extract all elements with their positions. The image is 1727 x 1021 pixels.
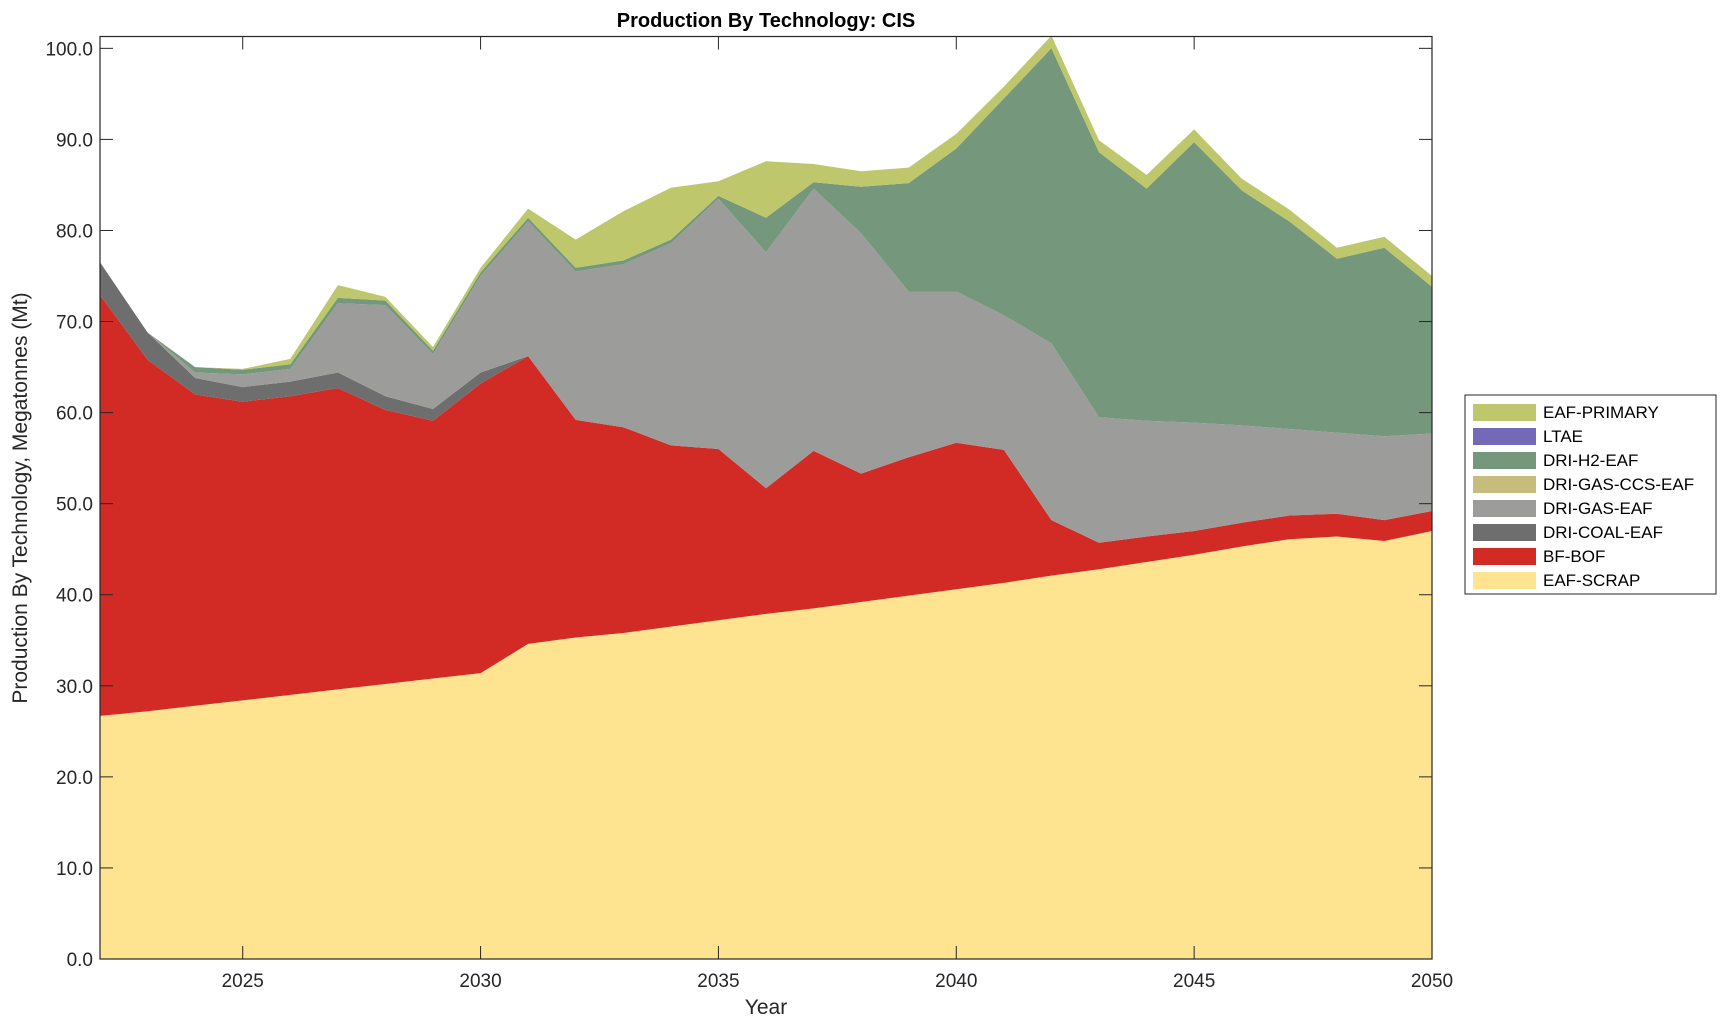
x-tick-label: 2030 <box>459 971 501 992</box>
y-tick-label: 70.0 <box>56 313 93 334</box>
y-tick-label: 100.0 <box>45 39 93 60</box>
legend-swatch <box>1473 404 1536 421</box>
y-tick-label: 90.0 <box>56 130 93 151</box>
area-eaf-primary <box>100 35 1432 370</box>
axis-ticks: 2025 2030 2035 2040 2045 2050 0.0 10.0 20.0 30.0 4… <box>45 36 1453 992</box>
legend-swatch <box>1473 500 1536 517</box>
legend-swatch <box>1473 428 1536 445</box>
legend-swatch <box>1473 476 1536 493</box>
legend-label: LTAE <box>1543 427 1583 446</box>
area-dri-h2-eaf <box>100 48 1432 437</box>
legend-label: DRI-H2-EAF <box>1543 451 1638 470</box>
chart-title: Production By Technology: CIS <box>617 10 916 32</box>
legend-label: EAF-PRIMARY <box>1543 403 1659 422</box>
plot-frame <box>99 35 1433 960</box>
legend-label: DRI-GAS-CCS-EAF <box>1543 475 1694 494</box>
x-tick-label: 2045 <box>1173 971 1215 992</box>
x-tick-label: 2040 <box>935 971 977 992</box>
y-tick-label: 50.0 <box>56 495 93 516</box>
y-tick-label: 30.0 <box>56 677 93 698</box>
y-tick-label: 40.0 <box>56 586 93 607</box>
legend-swatch <box>1473 548 1536 565</box>
x-tick-label: 2025 <box>222 971 264 992</box>
legend: EAF-PRIMARY LTAE DRI-H2-EAF DRI-GAS-CCS-EAF… <box>1464 394 1717 595</box>
legend-label: DRI-COAL-EAF <box>1543 523 1663 542</box>
x-tick-label: 2050 <box>1411 971 1453 992</box>
y-tick-label: 10.0 <box>56 859 93 880</box>
y-tick-label: 20.0 <box>56 768 93 789</box>
area-eaf-scrap <box>100 531 1432 959</box>
x-axis-label: Year <box>745 996 787 1019</box>
area-dri-gas-eaf <box>100 188 1432 543</box>
y-tick-label: 80.0 <box>56 221 93 242</box>
y-tick-label: 0.0 <box>67 950 93 971</box>
legend-label: BF-BOF <box>1543 547 1605 566</box>
legend-label: DRI-GAS-EAF <box>1543 499 1653 518</box>
area-series-group <box>100 35 1432 959</box>
legend-swatch <box>1473 524 1536 541</box>
y-axis-label: Production By Technology, Megatonnes (Mt… <box>9 292 32 703</box>
legend-label: EAF-SCRAP <box>1543 571 1640 590</box>
x-tick-label: 2035 <box>697 971 739 992</box>
legend-swatch <box>1473 572 1536 589</box>
area-bf-bof <box>100 295 1432 716</box>
legend-swatch <box>1473 452 1536 469</box>
y-tick-label: 60.0 <box>56 404 93 425</box>
